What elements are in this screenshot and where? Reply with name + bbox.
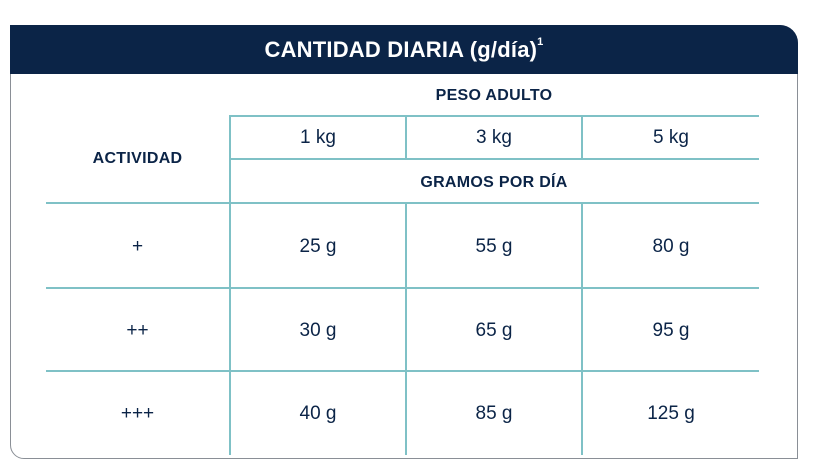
table-cell: 80 g [652, 236, 690, 257]
peso-adulto-header: PESO ADULTO [435, 87, 553, 104]
grid-line [581, 115, 583, 160]
weight-header-5kg: 5 kg [653, 127, 689, 148]
table-cell: 55 g [475, 236, 513, 257]
table-cell: 95 g [652, 320, 690, 341]
table-cell: 125 g [647, 403, 695, 424]
grid-line [229, 115, 759, 117]
grid-line [229, 115, 231, 455]
weight-header-3kg: 3 kg [476, 127, 512, 148]
table-cell: 25 g [299, 236, 337, 257]
title-footnote-marker: 1 [537, 36, 544, 49]
grid-line [229, 158, 759, 160]
activity-level-low: + [131, 236, 144, 257]
weight-header-1kg: 1 kg [300, 127, 336, 148]
table-title-text: CANTIDAD DIARIA (g/día) [264, 36, 538, 62]
grid-line [405, 202, 407, 455]
activity-level-medium: ++ [126, 320, 149, 341]
grid-line [581, 202, 583, 455]
table-cell: 40 g [299, 403, 337, 424]
grid-line [46, 202, 759, 204]
table-cell: 85 g [475, 403, 513, 424]
feeding-table-card [10, 25, 798, 459]
table-cell: 65 g [475, 320, 513, 341]
grid-line [46, 287, 759, 289]
table-title: CANTIDAD DIARIA (g/día)1 [264, 36, 544, 63]
grid-line [46, 370, 759, 372]
table-title-banner: CANTIDAD DIARIA (g/día)1 [10, 25, 798, 74]
grid-line [405, 115, 407, 160]
table-cell: 30 g [299, 320, 337, 341]
activity-level-high: +++ [120, 403, 155, 424]
actividad-header: ACTIVIDAD [92, 150, 183, 167]
gramos-por-dia-header: GRAMOS POR DÍA [420, 174, 568, 191]
